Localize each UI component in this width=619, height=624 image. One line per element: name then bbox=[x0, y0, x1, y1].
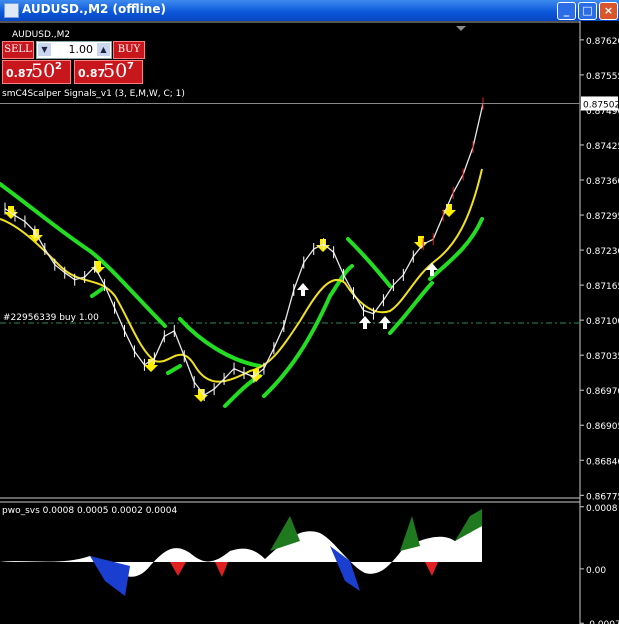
close-button[interactable]: × bbox=[599, 2, 618, 20]
indicator-label: smC4Scalper Signals_v1 (3, E,M,W, C; 1) bbox=[2, 89, 185, 99]
price-tick-label: 0.87035 bbox=[586, 352, 619, 362]
lot-box[interactable]: ▼ 1.00 ▲ bbox=[36, 41, 112, 59]
sell-price[interactable]: 0.87 50 2 bbox=[2, 60, 71, 84]
price-prefix: 0.87 bbox=[78, 67, 106, 80]
oscillator-label: pwo_svs 0.0008 0.0005 0.0002 0.0004 bbox=[2, 506, 177, 516]
osc-tick-label: 0.0008 bbox=[586, 504, 618, 514]
price-suffix: 7 bbox=[127, 61, 134, 72]
window-icon bbox=[4, 3, 19, 18]
buy-button[interactable]: BUY bbox=[113, 41, 145, 59]
price-main: 50 bbox=[31, 60, 56, 82]
osc-tick-label: 0.00 bbox=[586, 566, 606, 576]
signal-bands bbox=[0, 182, 484, 408]
price-tick-label: 0.87165 bbox=[586, 282, 619, 292]
maximize-button[interactable]: □ bbox=[578, 2, 597, 20]
price-suffix: 2 bbox=[55, 61, 62, 72]
price-tick-label: 0.86775 bbox=[586, 492, 619, 502]
order-label: #22956339 buy 1.00 bbox=[3, 313, 99, 323]
price-line bbox=[4, 103, 484, 396]
price-tick-label: 0.87555 bbox=[586, 72, 619, 82]
price-main: 50 bbox=[103, 60, 128, 82]
bid-label: 0.87502 bbox=[583, 100, 619, 110]
buy-arrows bbox=[297, 263, 438, 329]
chart-area: 0.876200.875550.874900.874250.873600.872… bbox=[0, 21, 619, 624]
shift-marker bbox=[456, 26, 466, 31]
price-tick-label: 0.86905 bbox=[586, 422, 619, 432]
title-bar: AUDUSD.,M2 (offline) _ □ × bbox=[0, 0, 619, 21]
lot-value: 1.00 bbox=[68, 43, 94, 56]
buy-price[interactable]: 0.87 50 7 bbox=[74, 60, 143, 84]
price-tick-label: 0.87425 bbox=[586, 142, 619, 152]
price-prefix: 0.87 bbox=[6, 67, 34, 80]
symbol-label: AUDUSD.,M2 bbox=[12, 30, 70, 40]
price-tick-label: 0.87295 bbox=[586, 212, 619, 222]
oscillator bbox=[0, 509, 482, 596]
osc-tick-label: -0.0007 bbox=[586, 620, 619, 624]
sell-button[interactable]: SELL bbox=[2, 41, 34, 59]
bid-label-box bbox=[581, 96, 618, 111]
minimize-button[interactable]: _ bbox=[557, 2, 576, 20]
moving-average bbox=[0, 168, 483, 383]
window-title: AUDUSD.,M2 (offline) bbox=[22, 2, 166, 16]
